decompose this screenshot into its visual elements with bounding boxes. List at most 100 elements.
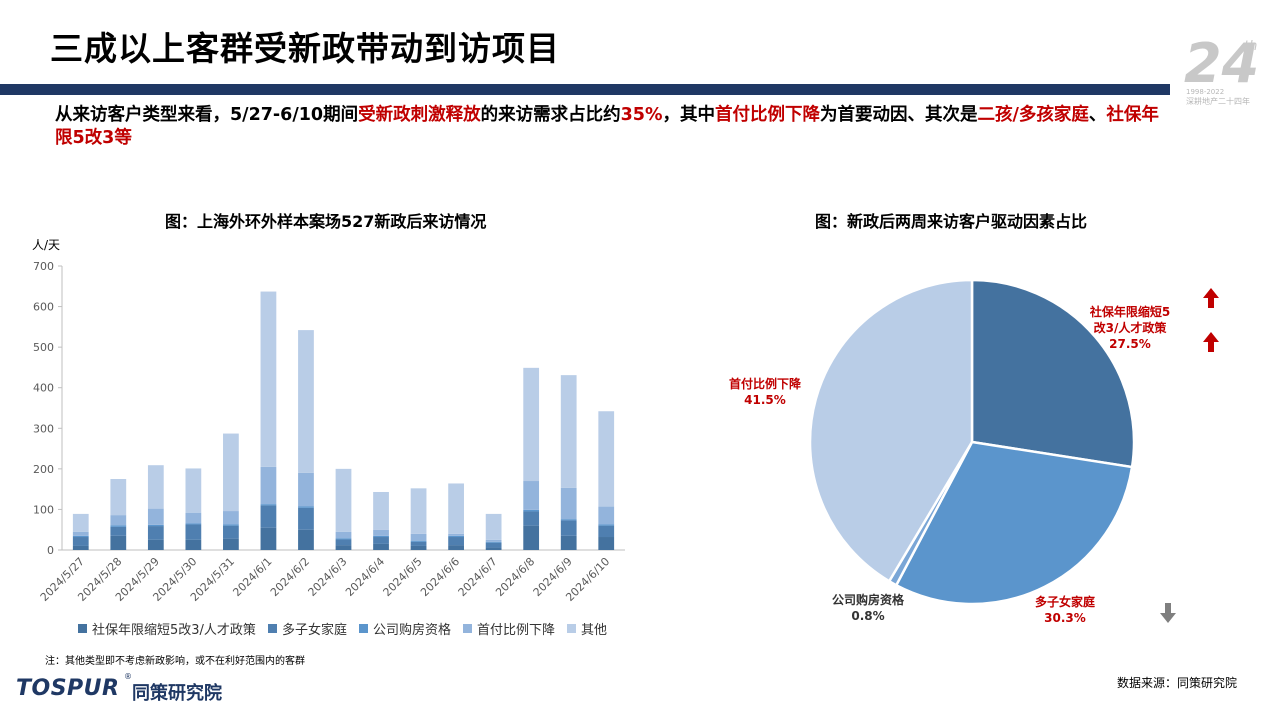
bar-segment	[110, 479, 127, 516]
pie-slice-label: 改3/人才政策	[1094, 320, 1168, 335]
subtitle-part: 的来访需求占比约	[480, 105, 621, 125]
legend-label: 首付比例下降	[476, 623, 555, 638]
bar-segment	[410, 545, 427, 550]
brand-logo-en: TOSPUR	[16, 676, 120, 701]
x-tick-label: 2024/6/5	[381, 555, 425, 599]
bar-segment	[72, 535, 89, 538]
bar-segment	[260, 527, 277, 550]
pie-slice	[970, 278, 1136, 469]
bar-segment	[523, 525, 540, 550]
bar-segment	[485, 542, 502, 548]
subtitle-highlight: 35%	[620, 105, 663, 125]
bar-segment	[298, 472, 314, 507]
pie-slice-label: 社保年限缩短5	[1089, 304, 1170, 319]
x-tick-label: 2024/6/1	[230, 555, 274, 599]
bar-segment	[335, 539, 352, 546]
data-source: 数据来源：同策研究院	[1117, 676, 1238, 690]
bar-segment	[335, 531, 352, 539]
pie-slice-pct: 0.8%	[851, 609, 884, 623]
bar-segment	[223, 433, 239, 512]
pie-slice-label: 多子女家庭	[1035, 594, 1095, 609]
bar-segment	[335, 545, 352, 550]
bar-segment	[147, 465, 164, 509]
bar-segment	[298, 506, 314, 508]
subtitle-part: ，其中	[662, 105, 716, 125]
legend-item: 公司购房资格	[358, 619, 451, 638]
x-tick-label: 2024/6/4	[343, 555, 387, 599]
bar-segment	[260, 504, 277, 506]
bar-segment	[523, 367, 540, 482]
subtitle-highlight: 受新政刺激释放	[358, 105, 481, 125]
bar-segment	[298, 330, 314, 473]
bar-segment	[223, 511, 239, 525]
y-tick-label: 700	[33, 260, 54, 273]
subtitle-highlight: 社保年限5改3等	[55, 105, 1159, 148]
legend-item: 其他	[566, 619, 607, 638]
bar-segment	[485, 539, 502, 542]
bar-segment	[185, 468, 202, 513]
legend-label: 其他	[580, 623, 607, 638]
bar-segment	[185, 524, 202, 540]
pie-slice-pct: 41.5%	[744, 393, 786, 407]
bar-segment	[485, 513, 502, 540]
bar-segment	[410, 540, 427, 542]
subtitle-part: 为首要动因、其次是	[820, 105, 978, 125]
down-arrow-icon	[1160, 603, 1176, 623]
legend-swatch	[566, 624, 576, 633]
pie-slice	[894, 440, 1134, 606]
y-tick-label: 600	[33, 301, 54, 314]
legend-label: 公司购房资格	[372, 623, 451, 638]
y-tick-label: 200	[33, 463, 54, 476]
bar-segment	[110, 526, 127, 536]
anniversary-logo: 24 th 1998-2022 深耕地产二十四年	[1184, 32, 1259, 106]
pie-chart: 社保年限缩短5改3/人才政策 27.5% 多子女家庭 30.3% 公司购房资格 0.8% 首…	[729, 278, 1219, 625]
bar-segment	[373, 491, 389, 530]
brand-registered-mark: ®	[124, 672, 132, 681]
legend-item: 社保年限缩短5改3/人才政策	[78, 619, 256, 638]
pie-slice-pct: 27.5%	[1109, 337, 1151, 351]
legend-swatch	[78, 624, 87, 633]
bar-segment	[373, 535, 389, 538]
x-tick-label: 2024/6/2	[268, 555, 312, 599]
logo-suffix: th	[1244, 39, 1257, 54]
y-tick-label: 0	[47, 544, 54, 557]
bar-segment	[110, 525, 127, 527]
pie-slice	[808, 278, 974, 583]
legend-item: 首付比例下降	[462, 619, 555, 638]
x-tick-label: 2024/6/8	[493, 555, 537, 599]
bar-chart-legend: 社保年限缩短5改3/人才政策 多子女家庭 公司购房资格 首付比例下降 其他	[78, 619, 607, 638]
page-title: 三成以上客群受新政带动到访项目	[50, 29, 560, 68]
bar-segment	[523, 481, 540, 510]
logo-number: 24	[1184, 32, 1259, 95]
up-arrow-icon	[1203, 288, 1219, 308]
bar-segment	[598, 506, 615, 525]
y-tick-label: 100	[33, 503, 54, 516]
pie-slice-pct: 30.3%	[1044, 611, 1086, 625]
bar-chart-title: 图：上海外环外样本案场527新政后来访情况	[165, 212, 487, 231]
bar-segment	[560, 535, 577, 550]
bar-segment	[598, 411, 615, 507]
y-axis-unit: 人/天	[32, 238, 61, 252]
pie-chart-title: 图：新政后两周来访客户驱动因素占比	[815, 212, 1088, 231]
bar-segment	[147, 526, 164, 540]
bar-segment	[185, 512, 202, 524]
bar-segment	[147, 524, 164, 527]
bar-segment	[110, 535, 127, 550]
bar-segment	[260, 291, 277, 467]
bar-segment	[335, 468, 352, 532]
y-tick-label: 300	[33, 422, 54, 435]
y-tick-label: 500	[33, 341, 54, 354]
brand-logo-cn: 同策研究院	[132, 683, 222, 704]
subtitle: 从来访客户类型来看，5/27-6/10期间受新政刺激释放的来访需求占比约35%，…	[55, 104, 1165, 150]
bar-segment	[560, 375, 577, 488]
legend-label: 多子女家庭	[281, 623, 347, 638]
bar-chart: 01002003004005006007002024/5/272024/5/28…	[33, 260, 625, 604]
legend-label: 社保年限缩短5改3/人才政策	[92, 623, 256, 638]
bar-segment	[485, 541, 502, 543]
subtitle-highlight: 二孩/多孩家庭	[977, 105, 1089, 125]
subtitle-part: 、	[1088, 105, 1107, 125]
bar-segment	[72, 545, 89, 550]
bar-segment	[560, 520, 577, 536]
bar-segment	[185, 523, 202, 525]
pie-slice-label: 公司购房资格	[832, 592, 905, 607]
